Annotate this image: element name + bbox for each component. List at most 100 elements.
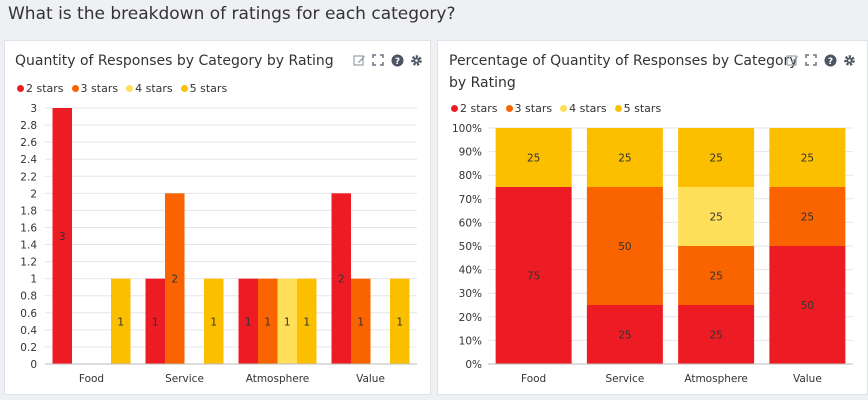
panel-toolbar: ? <box>785 53 856 67</box>
bar-atmosphere-4-stars <box>277 278 297 364</box>
bar-data-label: 1 <box>396 316 403 328</box>
legend-dot <box>17 85 24 92</box>
y-tick-label: 20% <box>459 312 482 324</box>
legend-item-4-stars[interactable]: 4 stars <box>560 102 607 115</box>
segment-data-label: 25 <box>709 330 722 342</box>
x-tick-label: Atmosphere <box>684 373 748 385</box>
bar-value-3-stars <box>351 278 371 364</box>
legend-item-5-stars[interactable]: 5 stars <box>180 82 227 95</box>
y-tick-label: 0.2 <box>20 342 37 354</box>
y-tick-label: 80% <box>459 170 482 182</box>
x-tick-label: Value <box>356 373 385 385</box>
stack-segment-value-5-stars <box>769 128 846 187</box>
bar-data-label: 1 <box>303 316 310 328</box>
settings-icon[interactable] <box>842 53 856 67</box>
legend-dot <box>505 105 513 112</box>
bar-service-2-stars <box>145 278 165 364</box>
segment-data-label: 25 <box>527 153 540 165</box>
stack-segment-food-2-stars <box>495 187 572 364</box>
y-tick-label: 0.8 <box>20 291 37 303</box>
stack-segment-atmosphere-5-stars <box>678 128 755 187</box>
bar-data-label: 1 <box>264 316 271 328</box>
quantity-bar-chart: 0 0.2 0.4 0.6 0.8 1 1.2 1.4 1.6 1.8 2 2.2 2.4 2.6 2.8 3… <box>20 103 417 385</box>
expand-icon[interactable] <box>371 53 385 67</box>
stack-segment-service-5-stars <box>586 128 663 187</box>
edit-icon[interactable] <box>352 53 366 67</box>
chart-legend: 2 stars 3 stars 4 stars 5 stars <box>17 82 227 95</box>
bar-atmosphere-3-stars <box>258 278 278 364</box>
segment-data-label: 25 <box>801 153 814 165</box>
legend-dot <box>560 105 568 112</box>
legend-dot <box>180 85 188 92</box>
svg-text:?: ? <box>827 57 832 67</box>
quantity-chart-panel: Quantity of Responses by Category by Rat… <box>4 40 431 395</box>
x-tick-label: Food <box>79 373 104 385</box>
bar-data-label: 2 <box>171 274 178 286</box>
stack-segment-value-2-stars <box>769 246 846 364</box>
stack-segment-value-3-stars <box>769 187 846 246</box>
legend-item-2-stars[interactable]: 2 stars <box>451 102 498 115</box>
panel-title-line-2: by Rating <box>449 75 516 91</box>
segment-data-label: 25 <box>709 153 722 165</box>
bar-data-label: 1 <box>210 316 217 328</box>
page-question: What is the breakdown of ratings for eac… <box>8 4 456 24</box>
y-tick-label: 0 <box>30 359 37 371</box>
percentage-stacked-bar-chart: 0% 10% 20% 30% 40% 50% 60% 70% 80% 90% 100% 75 25 Foo… <box>452 123 853 385</box>
legend-dot <box>614 105 622 112</box>
x-tick-label: Food <box>521 373 546 385</box>
bar-data-label: 3 <box>59 231 66 243</box>
legend-item-5-stars[interactable]: 5 stars <box>614 102 661 115</box>
legend-item-3-stars[interactable]: 3 stars <box>505 102 552 115</box>
legend-item-4-stars[interactable]: 4 stars <box>126 82 173 95</box>
x-tick-label: Service <box>605 373 644 385</box>
stack-segment-service-3-stars <box>586 187 663 305</box>
y-tick-label: 0.6 <box>20 308 37 320</box>
y-tick-label: 1.6 <box>20 222 37 234</box>
stack-segment-atmosphere-2-stars <box>678 305 755 364</box>
y-tick-label: 0% <box>465 359 482 371</box>
help-icon[interactable]: ? <box>823 53 837 67</box>
settings-icon[interactable] <box>409 53 423 67</box>
y-tick-label: 2.2 <box>20 171 37 183</box>
segment-data-label: 75 <box>527 271 540 283</box>
legend-dot <box>126 85 134 92</box>
segment-data-label: 25 <box>618 153 631 165</box>
stack-segment-service-2-stars <box>586 305 663 364</box>
y-tick-label: 1.4 <box>20 240 37 252</box>
help-icon[interactable]: ? <box>390 53 404 67</box>
y-tick-label: 0.4 <box>20 325 37 337</box>
chart-legend: 2 stars 3 stars 4 stars 5 stars <box>451 102 661 115</box>
x-tick-label: Value <box>793 373 822 385</box>
expand-icon[interactable] <box>804 53 818 67</box>
bar-value-2-stars <box>331 193 351 364</box>
bar-data-label: 1 <box>245 316 252 328</box>
y-tick-label: 60% <box>459 217 482 229</box>
y-tick-label: 70% <box>459 194 482 206</box>
bar-data-label: 1 <box>284 316 291 328</box>
bar-service-3-stars <box>165 193 185 364</box>
bar-atmosphere-2-stars <box>238 278 258 364</box>
y-tick-label: 90% <box>459 147 482 159</box>
y-tick-label: 50% <box>459 241 482 253</box>
legend-item-3-stars[interactable]: 3 stars <box>71 82 118 95</box>
legend-item-2-stars[interactable]: 2 stars <box>17 82 64 95</box>
panel-title: Quantity of Responses by Category by Rat… <box>15 53 334 69</box>
bar-data-label: 1 <box>117 316 124 328</box>
y-tick-label: 3 <box>30 103 37 115</box>
y-tick-label: 2.4 <box>20 154 37 166</box>
y-tick-label: 1 <box>30 274 37 286</box>
segment-data-label: 25 <box>709 271 722 283</box>
svg-text:?: ? <box>394 57 399 67</box>
legend-dot <box>71 85 79 92</box>
stack-segment-atmosphere-3-stars <box>678 246 755 305</box>
panel-toolbar: ? <box>352 53 423 67</box>
y-tick-label: 10% <box>459 335 482 347</box>
legend-dot <box>451 105 458 112</box>
y-tick-label: 30% <box>459 288 482 300</box>
bar-data-label: 1 <box>357 316 364 328</box>
bar-service-5-stars <box>204 278 224 364</box>
edit-icon[interactable] <box>785 53 799 67</box>
y-tick-label: 2.8 <box>20 120 37 132</box>
x-tick-label: Atmosphere <box>246 373 310 385</box>
y-tick-label: 100% <box>452 123 482 135</box>
